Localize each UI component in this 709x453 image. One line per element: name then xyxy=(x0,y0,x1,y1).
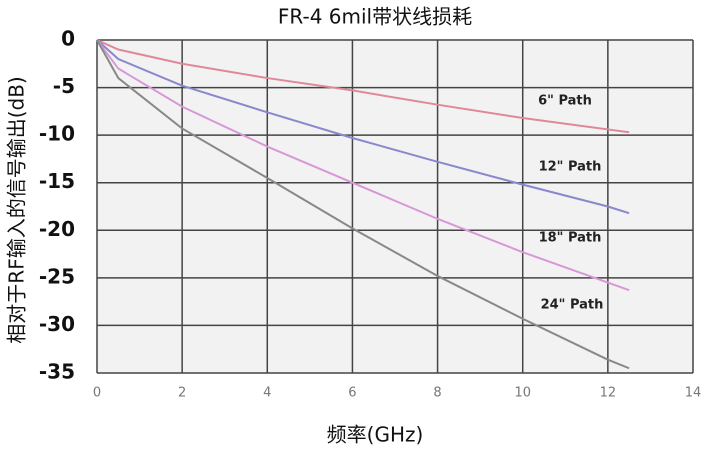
line-series xyxy=(96,39,630,292)
y-tick-label: -30 xyxy=(39,312,75,336)
chart-title: FR-4 6mil带状线损耗 xyxy=(278,5,472,29)
series-label: 12" Path xyxy=(539,160,602,175)
line-series xyxy=(96,39,630,215)
y-tick-label: -15 xyxy=(39,169,75,193)
y-tick-label: 0 xyxy=(61,27,75,51)
series-label: 18" Path xyxy=(539,231,602,246)
x-tick-label: 0 xyxy=(93,386,101,401)
plot-area xyxy=(97,40,693,373)
series-label: 24" Path xyxy=(541,298,604,313)
y-tick-label: -5 xyxy=(53,74,75,98)
y-tick-label: -25 xyxy=(39,264,75,288)
x-tick-label: 6 xyxy=(348,386,356,401)
x-tick-label: 12 xyxy=(600,386,617,401)
line-series xyxy=(96,39,630,134)
line-series xyxy=(96,39,630,370)
y-axis-label: 相对于RF输入的信号输出(dB) xyxy=(5,76,29,343)
series-label: 6" Path xyxy=(538,94,592,109)
y-tick-label: -20 xyxy=(39,217,75,241)
y-tick-label: -35 xyxy=(39,360,75,384)
x-tick-label: 8 xyxy=(433,386,441,401)
x-tick-label: 2 xyxy=(178,386,186,401)
x-tick-label: 4 xyxy=(263,386,271,401)
x-tick-label: 14 xyxy=(685,386,702,401)
y-tick-label: -10 xyxy=(39,122,75,146)
x-axis-label: 频率(GHz) xyxy=(327,423,424,447)
x-tick-label: 10 xyxy=(514,386,531,401)
